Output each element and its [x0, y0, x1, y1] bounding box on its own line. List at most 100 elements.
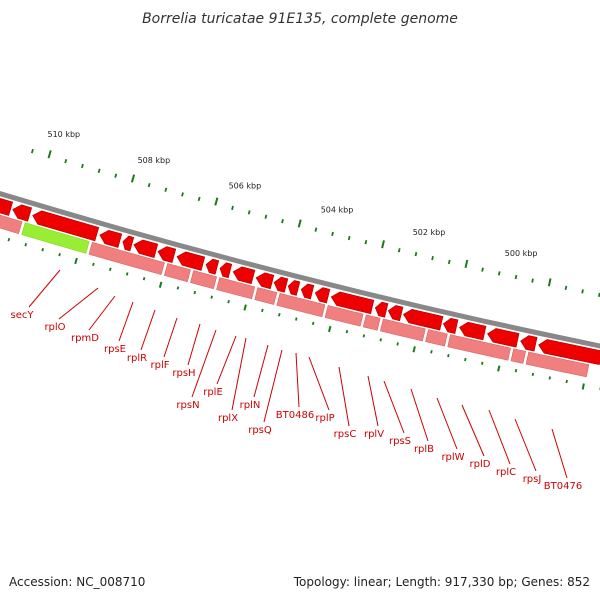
cds-arrow[interactable]	[374, 301, 389, 318]
bottom-major-tick	[328, 325, 332, 333]
gene-label[interactable]: rplF	[151, 360, 170, 371]
gene-leader-line	[461, 404, 485, 457]
ruler-major-tick	[464, 259, 469, 269]
cds-arrow[interactable]	[273, 276, 289, 293]
gene-segment[interactable]	[510, 348, 527, 364]
gene-label[interactable]: rpsN	[176, 400, 199, 411]
gene-label[interactable]: rplN	[240, 400, 261, 411]
gene-segment[interactable]	[362, 314, 381, 331]
gene-label[interactable]: rplV	[364, 429, 384, 440]
cds-arrow[interactable]	[520, 335, 538, 352]
cds-arrow[interactable]	[443, 317, 459, 334]
bottom-minor-tick	[430, 350, 433, 354]
ruler-minor-tick	[531, 278, 534, 283]
bottom-minor-tick	[92, 262, 95, 267]
gene-label[interactable]: rplE	[203, 387, 223, 398]
cds-arrow[interactable]	[232, 266, 256, 285]
cds-arrow[interactable]	[205, 258, 220, 275]
cds-arrow[interactable]	[99, 229, 123, 248]
cds-arrow[interactable]	[487, 328, 520, 348]
gene-segment[interactable]	[425, 329, 448, 347]
gene-label[interactable]: rplO	[44, 322, 65, 333]
cds-arrow[interactable]	[459, 321, 487, 341]
cds-arrow[interactable]	[219, 262, 233, 279]
cds-arrow[interactable]	[157, 246, 177, 263]
gene-leader-line	[295, 352, 300, 408]
gene-segment[interactable]	[163, 263, 191, 283]
gene-label[interactable]: rpsS	[389, 436, 411, 447]
gene-label[interactable]: secY	[11, 310, 35, 321]
ruler-minor-tick	[114, 173, 118, 178]
gene-segment[interactable]	[276, 292, 326, 318]
backbone	[0, 190, 600, 349]
backbone-line	[0, 190, 600, 349]
gene-label[interactable]: rpsJ	[523, 474, 542, 485]
gene-segment[interactable]	[190, 270, 218, 290]
gene-segment[interactable]	[216, 277, 256, 300]
ruler-ticks	[30, 148, 600, 297]
gene-leader-line	[551, 428, 568, 479]
gene-segment[interactable]	[254, 287, 278, 305]
bottom-minor-tick	[447, 353, 450, 358]
ruler-minor-tick	[231, 205, 234, 211]
gene-segment[interactable]	[88, 241, 165, 275]
gene-label[interactable]: rplP	[315, 413, 334, 424]
cds-arrow[interactable]	[330, 291, 375, 315]
gene-leader-line	[187, 323, 201, 366]
cds-track[interactable]	[0, 198, 600, 366]
ruler-major-tick	[47, 150, 52, 159]
bottom-minor-tick	[261, 308, 264, 313]
gene-label[interactable]: rplW	[441, 452, 464, 463]
bottom-minor-tick	[58, 252, 61, 257]
gene-label[interactable]: rplR	[127, 353, 147, 364]
gene-label[interactable]: rplB	[414, 444, 434, 455]
gene-label[interactable]: BT0486	[276, 410, 314, 421]
highlighted-gene[interactable]	[21, 222, 90, 254]
cds-arrow[interactable]	[133, 239, 159, 258]
cds-arrow[interactable]	[255, 272, 275, 290]
cds-arrow[interactable]	[402, 308, 444, 331]
kbp-label: 510 kbp	[48, 130, 81, 139]
bottom-minor-tick	[193, 290, 197, 295]
bottom-minor-tick	[176, 286, 180, 290]
kbp-label: 504 kbp	[321, 205, 354, 214]
cds-arrow[interactable]	[12, 204, 33, 222]
gene-label[interactable]: rpsE	[104, 344, 126, 355]
gene-label[interactable]: rpmD	[71, 333, 99, 344]
cds-arrow[interactable]	[32, 210, 100, 242]
cds-arrow[interactable]	[387, 305, 404, 322]
gene-label[interactable]: rplD	[470, 459, 491, 470]
ruler-minor-tick	[164, 187, 168, 192]
gene-leader-line	[338, 366, 350, 427]
gene-label[interactable]: rpsC	[334, 429, 357, 440]
cds-arrow[interactable]	[122, 235, 135, 252]
gene-segment[interactable]	[525, 351, 590, 378]
gene-label[interactable]: rpsH	[172, 368, 195, 379]
cds-arrow[interactable]	[538, 339, 600, 366]
cds-arrow[interactable]	[314, 287, 331, 304]
gene-label[interactable]: rplC	[496, 467, 516, 478]
gene-segment[interactable]	[324, 305, 364, 327]
bottom-minor-tick	[464, 357, 467, 362]
ruler-minor-tick	[431, 255, 434, 261]
gene-segment[interactable]	[447, 334, 511, 361]
gene-leader-line	[140, 309, 156, 351]
bottom-minor-tick	[295, 317, 298, 321]
bottom-minor-tick	[565, 379, 568, 384]
cds-arrow[interactable]	[287, 280, 301, 296]
bottom-minor-tick	[24, 242, 28, 247]
gene-leader-line	[308, 356, 330, 411]
gene-segment[interactable]	[379, 318, 426, 342]
cds-arrow[interactable]	[176, 251, 206, 271]
gene-segment[interactable]	[0, 212, 23, 235]
cds-arrow[interactable]	[0, 198, 14, 216]
gene-label[interactable]: rpsQ	[248, 425, 272, 436]
cds-arrow[interactable]	[300, 283, 315, 300]
gene-label[interactable]: BT0476	[544, 481, 582, 492]
gene-track[interactable]	[0, 212, 590, 378]
accession-text: Accession: NC_008710	[9, 575, 145, 589]
gene-leader-line	[191, 329, 217, 398]
gene-label[interactable]: rplX	[218, 413, 238, 424]
